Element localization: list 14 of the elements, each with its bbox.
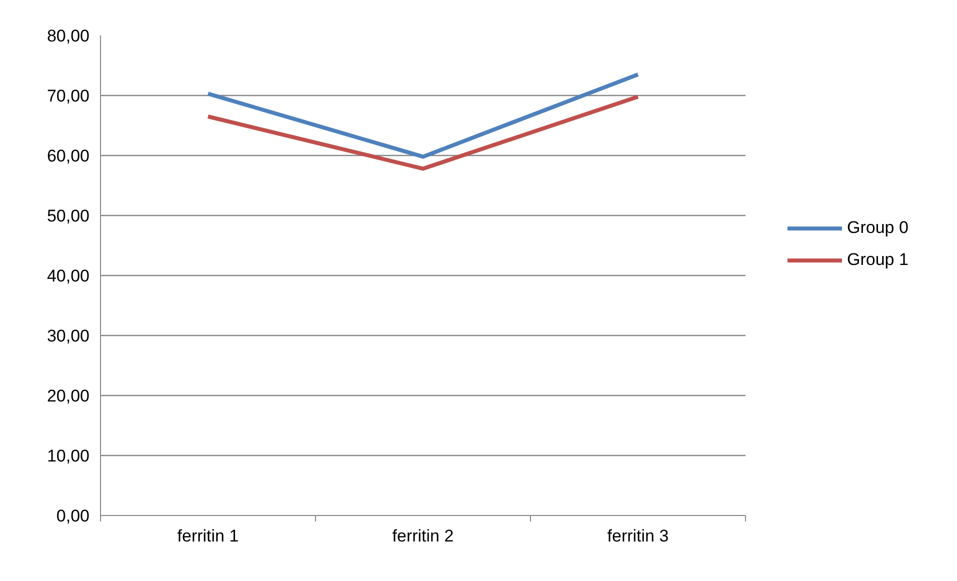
x-tick-label: ferritin 2 [392,526,454,546]
y-tick-label: 20,00 [46,386,90,406]
x-tick-label: ferritin 1 [177,526,239,546]
legend-label: Group 1 [847,250,908,270]
y-tick-label: 70,00 [46,86,90,106]
legend-label: Group 0 [847,218,908,238]
y-tick-label: 50,00 [46,206,90,226]
x-tick-label: ferritin 3 [607,526,669,546]
y-tick-label: 80,00 [46,26,90,46]
y-tick-label: 40,00 [46,266,90,286]
y-tick-label: 10,00 [46,446,90,466]
y-tick-label: 0,00 [56,506,90,526]
y-tick-label: 60,00 [46,146,90,166]
y-tick-label: 30,00 [46,326,90,346]
